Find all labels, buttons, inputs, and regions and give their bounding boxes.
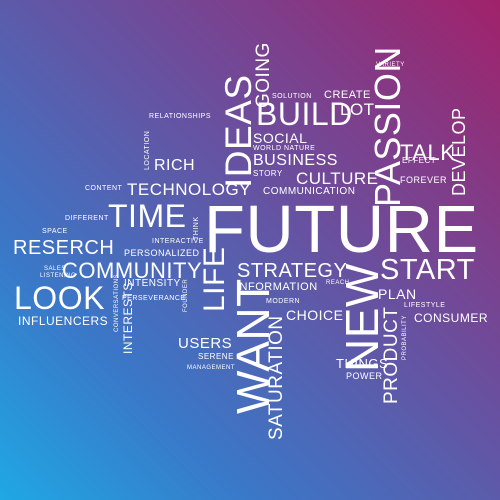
word-management: MANAGEMENT [187, 365, 236, 371]
word-time: TIME [108, 198, 187, 234]
word-variety: VARIETY [376, 62, 405, 68]
word-look: LOOK [14, 280, 105, 316]
word-create: CREATE [324, 89, 371, 101]
word-communication: COMMUNICATION [263, 186, 356, 197]
word-community: COMMUNITY [62, 258, 203, 283]
word-effect: EFFECT [402, 156, 437, 165]
word-technology: TECHNOLOGY [127, 180, 252, 199]
word-modern: MODERN [266, 298, 301, 305]
word-reach: REACH [326, 280, 350, 286]
word-space: SPACE [42, 228, 68, 235]
word-forever: FOREVER [400, 175, 448, 185]
word-consumer: CONSUMER [414, 311, 489, 325]
word-interactive: INTERACTIVE [152, 238, 204, 245]
word-interests: INTERESTS [121, 282, 135, 354]
word-power: POWER [346, 371, 383, 381]
word-probability: PROBABILITY [402, 315, 408, 360]
word-intensity: INTENSITY [124, 278, 181, 289]
word-strategy: STRATEGY [237, 260, 348, 282]
word-world-nature: WORLD NATURE [253, 145, 316, 152]
word-lot: LOT [340, 100, 375, 119]
word-start: START [380, 254, 475, 286]
word-build: BUILD [256, 96, 353, 132]
word-story: STORY [253, 169, 283, 178]
word-different: DIFFERENT [65, 215, 109, 222]
word-social: SOCIAL [253, 130, 308, 146]
word-content: CONTENT [85, 185, 123, 192]
word-lifestyle: LIFESTYLE [404, 302, 446, 309]
word-founder: FOUNDER [183, 278, 189, 312]
word-choice: CHOICE [286, 307, 344, 323]
word-business: BUSINESS [253, 152, 338, 169]
word-culture: CULTURE [296, 169, 379, 188]
word-saturation: SATURATION [266, 315, 287, 440]
word-research: RESERCH [13, 237, 115, 259]
word-relationships: RELATIONSHIPS [149, 113, 211, 120]
word-rich: RICH [154, 157, 196, 174]
word-life: LIFE [198, 246, 231, 312]
word-serene: SERENE [198, 352, 234, 361]
word-location: LOCATION [144, 130, 151, 170]
word-talk: TALK [400, 140, 456, 165]
word-conversations: CONVERSATIONS [114, 273, 120, 332]
word-users: USERS [178, 335, 233, 352]
word-sales: SALES [44, 266, 66, 272]
word-personalized: PERSONALIZED [124, 248, 200, 258]
word-solution: SOLUTION [272, 93, 312, 100]
word-things: THINGS [336, 356, 389, 371]
word-listening: LISTENING [40, 273, 77, 279]
word-perseverance: PERSEVERANCE [122, 295, 186, 302]
word-influencers: INFLUENCERS [18, 314, 109, 328]
word-think: THINK [193, 216, 200, 241]
word-future: FUTURE [204, 192, 479, 267]
word-plan: PLAN [378, 286, 417, 302]
word-information: INFORMATION [236, 281, 318, 293]
word-ideas: IDEAS [218, 74, 259, 188]
